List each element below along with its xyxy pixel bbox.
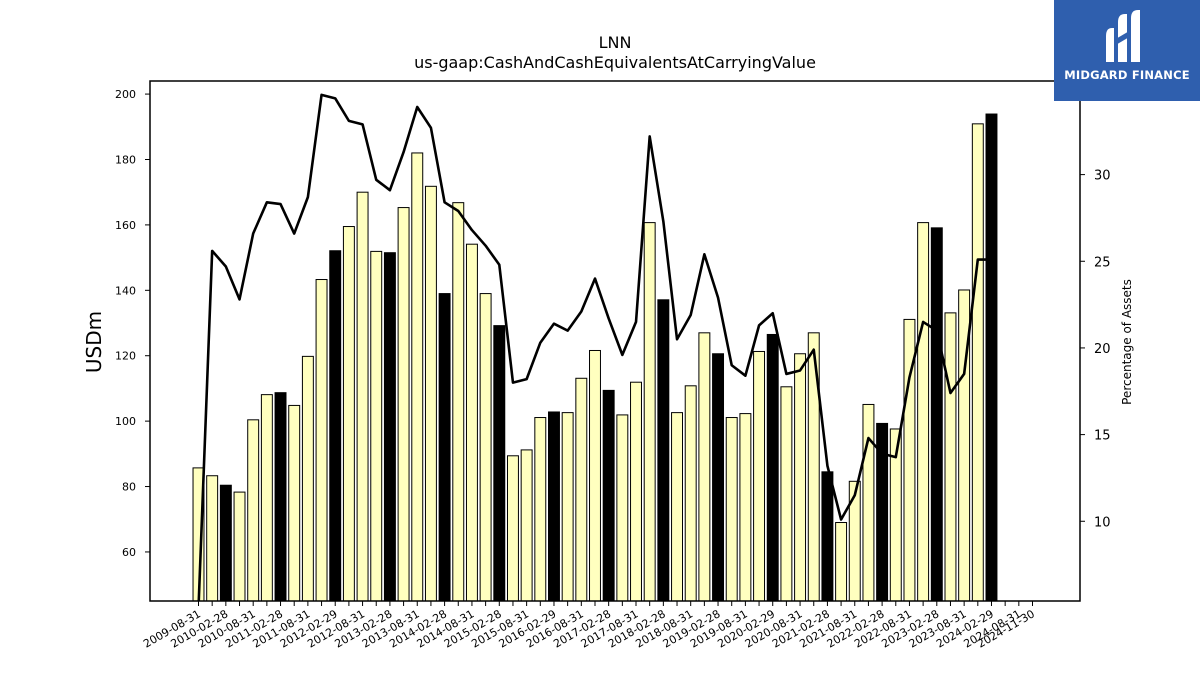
y-tick-label: 120 <box>115 350 136 363</box>
bar <box>301 355 314 601</box>
bar <box>780 386 793 601</box>
y-axis-label: USDm <box>82 311 106 373</box>
bar <box>479 293 492 601</box>
bar <box>684 385 697 601</box>
bar-series <box>192 113 998 601</box>
bar <box>794 353 807 601</box>
bar <box>206 475 219 601</box>
bar <box>506 455 519 601</box>
bar <box>493 325 506 601</box>
y-axis: 60 80 100 120 140 160 180 200 <box>115 88 150 559</box>
y-tick-label: 80 <box>122 481 136 494</box>
bar <box>548 411 560 601</box>
bar <box>739 413 752 601</box>
bar <box>602 389 615 601</box>
y2-axis-label: Percentage of Assets <box>1120 279 1134 405</box>
chart-title: LNN <box>599 33 632 52</box>
y-tick-label: 100 <box>115 415 136 428</box>
bar <box>944 312 957 601</box>
logo-text: MIDGARD FINANCE <box>1064 68 1190 82</box>
bar <box>247 419 260 601</box>
bar <box>821 471 834 601</box>
bar <box>616 414 629 601</box>
bar <box>862 403 875 601</box>
bar <box>930 227 943 601</box>
y2-tick-label: 15 <box>1094 429 1111 444</box>
bar <box>465 243 478 601</box>
y2-tick-label: 20 <box>1094 342 1111 357</box>
bar <box>712 353 725 601</box>
bar <box>766 333 779 601</box>
bar <box>411 152 424 601</box>
bar <box>397 207 410 601</box>
bar <box>342 226 355 601</box>
bar <box>452 202 465 601</box>
midgard-logo-icon <box>1106 10 1140 62</box>
plot-frame <box>149 80 1081 602</box>
y-tick-label: 180 <box>115 153 136 166</box>
bar <box>288 404 301 601</box>
bar <box>807 332 820 601</box>
bar <box>383 252 396 601</box>
bar <box>274 392 287 601</box>
y2-tick-label: 25 <box>1094 255 1111 270</box>
bar <box>356 191 369 601</box>
bar <box>424 185 437 601</box>
bar <box>329 250 342 601</box>
bar <box>561 412 574 601</box>
y-tick-label: 140 <box>115 284 136 297</box>
bar <box>985 113 998 601</box>
bar <box>315 279 328 601</box>
y2-tick-label: 30 <box>1094 169 1111 184</box>
bar <box>958 289 971 601</box>
bar <box>643 222 656 601</box>
bar <box>219 484 232 601</box>
y-tick-label: 160 <box>115 219 136 232</box>
bar <box>233 491 246 601</box>
y-tick-label: 60 <box>122 546 136 559</box>
bar <box>575 377 588 601</box>
bar <box>534 417 547 601</box>
bar <box>971 123 984 601</box>
bar <box>835 522 848 601</box>
y2-tick-label: 10 <box>1094 515 1111 530</box>
bar <box>630 381 642 601</box>
bar <box>657 299 670 601</box>
logo: MIDGARD FINANCE <box>1054 0 1200 101</box>
line-series <box>197 93 992 601</box>
y-tick-label: 200 <box>115 88 136 101</box>
bar <box>903 318 916 601</box>
bar <box>876 422 889 601</box>
bar <box>917 222 930 601</box>
bar <box>725 417 738 601</box>
bar <box>192 467 205 601</box>
bar <box>589 349 601 601</box>
bar <box>671 412 683 601</box>
bar <box>370 250 383 601</box>
percentage-line <box>197 93 992 601</box>
bar <box>520 449 533 601</box>
bar <box>698 332 711 601</box>
x-axis: 2009-08-312010-02-282010-08-312011-02-28… <box>141 601 1037 651</box>
bar <box>889 428 902 601</box>
bar <box>753 350 766 601</box>
bar <box>260 394 273 601</box>
bar <box>438 293 451 601</box>
chart-subtitle: us-gaap:CashAndCashEquivalentsAtCarrying… <box>414 53 816 72</box>
bar <box>848 480 861 601</box>
y2-axis: 101520253035 <box>1080 82 1111 530</box>
